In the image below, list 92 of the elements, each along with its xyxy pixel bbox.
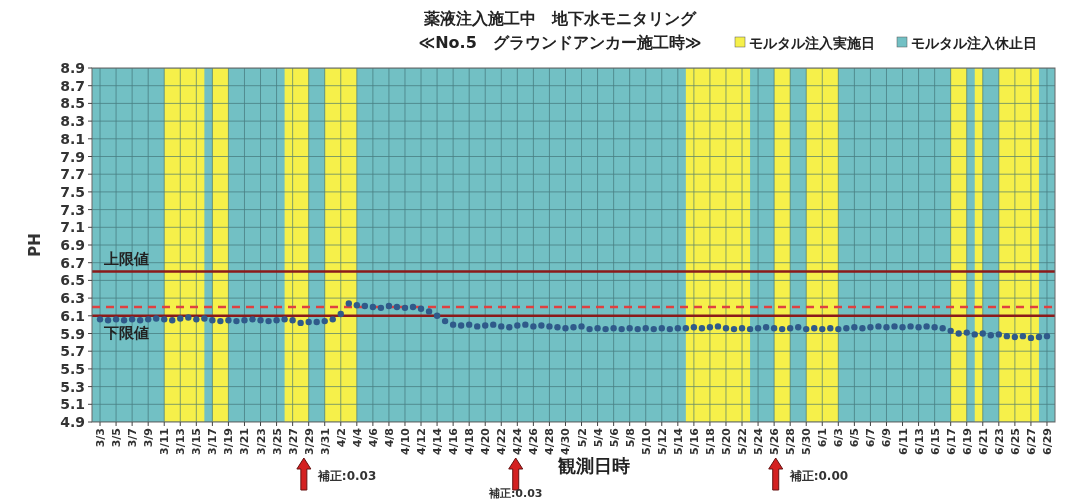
y-tick-label: 4.9 (60, 414, 85, 430)
x-tick-label: 3/17 (206, 428, 220, 455)
y-tick-label: 5.7 (60, 343, 85, 360)
x-tick-label: 5/8 (623, 428, 637, 448)
x-tick-label: 4/12 (415, 428, 429, 455)
y-tick-label: 6.9 (60, 237, 85, 253)
x-tick-label: 5/26 (768, 427, 782, 455)
y-tick-label: 6.1 (60, 307, 85, 324)
x-tick-label: 4/6 (366, 427, 380, 448)
y-tick-label: 8.7 (60, 77, 85, 94)
x-tick-label: 6/7 (864, 428, 878, 448)
x-tick-label: 3/19 (222, 428, 236, 455)
x-tick-label: 4/14 (431, 427, 445, 455)
text: 補正:0.03 (316, 469, 377, 483)
y-tick-label: 8.3 (60, 113, 85, 130)
x-tick-label: 5/28 (784, 428, 798, 455)
x-tick-label: 3/29 (302, 428, 316, 455)
legend-item: モルタル注入実施日 (734, 35, 875, 51)
x-tick-label: 3/3 (94, 428, 108, 448)
x-tick-label: 3/7 (126, 428, 140, 448)
x-tick-label: 3/27 (286, 428, 300, 455)
x-tick-label: 4/2 (334, 428, 348, 448)
x-tick-label: 4/24 (511, 427, 525, 455)
x-tick-label: 5/20 (719, 427, 733, 455)
y-tick-label: 7.1 (60, 219, 85, 236)
x-tick-label: 4/26 (527, 427, 541, 455)
x-tick-label: 6/5 (848, 428, 862, 448)
text: 補正:0.00 (788, 469, 849, 483)
y-tick-label: 6.3 (60, 290, 85, 307)
x-tick-label: 3/23 (254, 428, 268, 455)
x-tick-label: 6/27 (1024, 428, 1038, 455)
x-tick-label: 4/16 (447, 427, 461, 455)
x-tick-label: 6/13 (912, 428, 926, 455)
x-tick-label: 6/1 (816, 428, 830, 448)
x-tick-label: 5/4 (591, 427, 605, 448)
x-tick-label: 4/20 (479, 427, 493, 455)
x-tick-label: 6/15 (928, 428, 942, 455)
x-tick-label: 5/10 (639, 427, 653, 455)
x-tick-label: 5/6 (607, 427, 621, 448)
x-tick-label: 4/4 (350, 427, 364, 448)
x-tick-label: 6/25 (1008, 428, 1022, 455)
y-tick-label: 8.1 (60, 130, 85, 147)
x-tick-label: 6/21 (976, 428, 990, 455)
x-tick-label: 4/10 (398, 427, 412, 455)
y-tick-label: 6.7 (60, 254, 85, 271)
chart-subtitle: ≪No.5 グラウンドアンカー施工時≫ (418, 33, 702, 52)
x-tick-label: 4/28 (543, 428, 557, 455)
x-tick-label: 3/5 (110, 428, 124, 448)
x-tick-label: 6/29 (1040, 428, 1054, 455)
chart-title: 薬液注入施工中 地下水モニタリング (423, 9, 697, 28)
y-tick-label: 7.5 (60, 183, 85, 200)
x-tick-label: 4/8 (382, 428, 396, 448)
y-tick-label: 5.5 (60, 360, 85, 377)
x-tick-label: 3/21 (238, 428, 252, 455)
ref-line-label: 下限値 (103, 323, 149, 342)
legend-item: モルタル注入休止日 (896, 35, 1037, 51)
y-tick-label: 5.3 (60, 378, 85, 395)
y-axis-title: PH (26, 233, 44, 257)
y-tick-label: 6.5 (60, 272, 85, 289)
x-tick-label: 6/11 (896, 428, 910, 455)
x-tick-label: 3/15 (190, 428, 204, 455)
x-tick-label: 5/24 (752, 427, 766, 455)
x-tick-label: 3/25 (270, 428, 284, 455)
x-tick-label: 5/14 (671, 427, 685, 455)
x-tick-label: 4/30 (559, 427, 573, 455)
x-tick-label: 5/2 (575, 428, 589, 448)
x-tick-label: 6/19 (960, 428, 974, 455)
ref-line-label: 上限値 (103, 249, 149, 268)
y-tick-label: 8.9 (60, 60, 85, 76)
x-tick-label: 5/12 (655, 428, 669, 455)
x-tick-label: 4/22 (495, 428, 509, 455)
x-tick-label: 3/31 (318, 428, 332, 455)
text: 補正:0.03 (487, 487, 543, 500)
x-tick-label: 5/16 (687, 427, 701, 455)
x-tick-label: 3/13 (174, 428, 188, 455)
x-tick-label: 6/3 (832, 428, 846, 448)
y-tick-label: 7.3 (60, 201, 85, 218)
x-axis-title: 観測日時 (556, 455, 630, 476)
x-tick-label: 3/11 (158, 428, 172, 455)
x-tick-label: 6/9 (880, 428, 894, 448)
x-tick-label: 5/30 (800, 427, 814, 455)
x-tick-label: 6/17 (944, 428, 958, 455)
x-tick-label: 6/23 (992, 428, 1006, 455)
x-tick-label: 4/18 (463, 428, 477, 455)
x-tick-label: 5/18 (703, 428, 717, 455)
y-tick-label: 5.1 (60, 396, 85, 413)
y-tick-label: 7.9 (60, 148, 85, 165)
y-tick-label: 7.7 (60, 166, 85, 183)
x-tick-label: 3/9 (142, 428, 156, 448)
x-tick-label: 5/22 (736, 428, 750, 455)
y-tick-label: 8.5 (60, 95, 85, 112)
y-tick-label: 5.9 (60, 325, 85, 342)
